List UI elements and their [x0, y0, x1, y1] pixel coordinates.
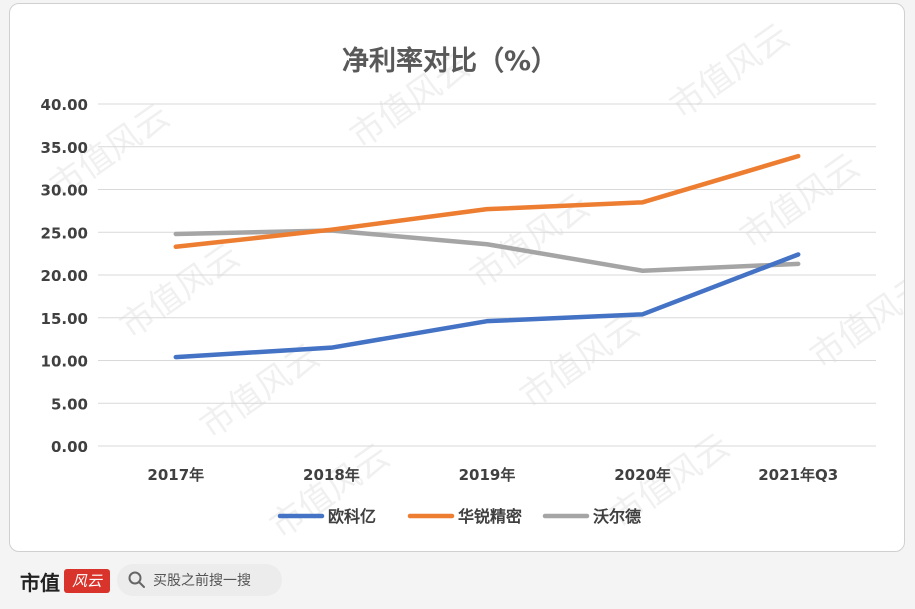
x-axis: 2017年 2018年 2019年 2020年 2021年Q3: [147, 466, 838, 484]
line-chart: 净利率对比（%） 0.00 5.00 10.00 15.00 20.00 25.00 30.…: [41, 45, 876, 526]
legend: 欧科亿 华锐精密 沃尔德: [277, 507, 641, 526]
y-tick-label: 20.00: [41, 267, 88, 285]
grid-layer: [98, 103, 876, 447]
y-tick-label: 10.00: [41, 353, 88, 371]
y-tick-label: 0.00: [51, 438, 88, 456]
y-tick-label: 30.00: [41, 182, 88, 200]
search-icon: [128, 571, 145, 588]
footer: 市值 风云 买股之前搜一搜: [0, 556, 915, 609]
legend-label: 华锐精密: [458, 507, 522, 526]
chart-card: 市值风云 市值风云 市值风云 市值风云 市值风云 市值风云 市值风云 市值风云 …: [9, 3, 905, 552]
y-tick-label: 40.00: [41, 96, 88, 114]
search-box[interactable]: 买股之前搜一搜: [117, 564, 282, 596]
x-tick-label: 2019年: [459, 466, 516, 484]
brand[interactable]: 市值 风云: [20, 566, 110, 596]
y-tick-label: 15.00: [41, 310, 88, 328]
y-tick-label: 25.00: [41, 224, 88, 242]
brand-name: 市值: [20, 570, 60, 595]
legend-label: 欧科亿: [328, 507, 376, 526]
brand-logo: 风云: [64, 569, 110, 593]
y-tick-label: 35.00: [41, 139, 88, 157]
search-placeholder: 买股之前搜一搜: [153, 573, 251, 589]
x-tick-label: 2021年Q3: [758, 466, 838, 484]
y-axis: 0.00 5.00 10.00 15.00 20.00 25.00 30.00 35.00 40…: [41, 96, 88, 456]
x-tick-label: 2020年: [614, 466, 671, 484]
x-tick-label: 2018年: [303, 466, 360, 484]
series-layer: [173, 153, 801, 360]
legend-label: 沃尔德: [593, 507, 641, 526]
y-tick-label: 5.00: [51, 395, 88, 413]
chart-title: 净利率对比（%）: [342, 45, 558, 77]
x-tick-label: 2017年: [147, 466, 204, 484]
